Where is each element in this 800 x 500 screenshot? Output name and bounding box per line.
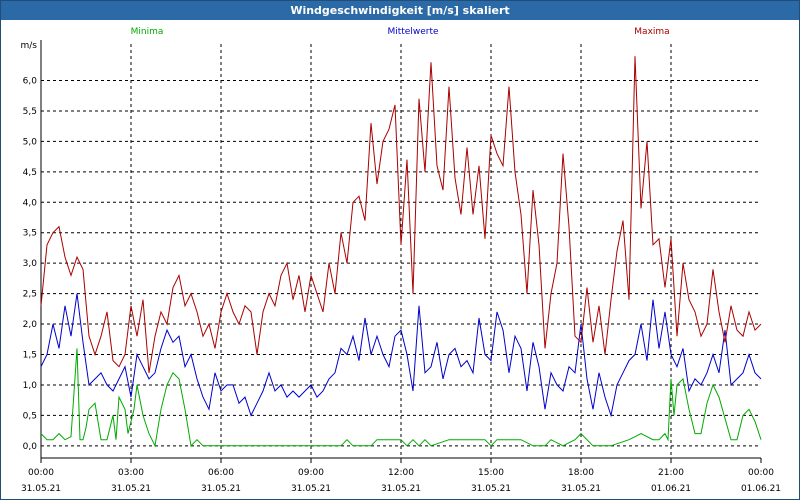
x-tick-time: 06:00: [208, 468, 234, 478]
x-tick-time: 12:00: [388, 468, 414, 478]
legend-entry-minima: Minima: [131, 27, 164, 37]
legend: Minima Mittelwerte Maxima: [131, 27, 670, 37]
y-tick-label: 2,0: [23, 320, 38, 330]
y-tick-label: 3,0: [23, 259, 38, 269]
y-tick-label: 6,0: [23, 77, 38, 87]
series-line-mittelwerte: [40, 293, 762, 418]
x-tick-date: 31.05.21: [291, 484, 331, 494]
y-tick-label: 5,0: [23, 137, 38, 147]
x-tick-date: 31.05.21: [21, 484, 61, 494]
y-tick-label: 1,5: [23, 351, 37, 361]
y-tick-label: 4,5: [23, 168, 37, 178]
legend-entry-maxima: Maxima: [634, 27, 669, 37]
x-tick-date: 01.06.21: [741, 484, 781, 494]
x-tick-date: 31.05.21: [471, 484, 511, 494]
x-tick-time: 21:00: [658, 468, 684, 478]
series-line-maxima: [40, 56, 762, 373]
series: [40, 56, 762, 448]
x-tick-time: 03:00: [118, 468, 144, 478]
grid: [41, 44, 761, 458]
y-tick-label: 2,5: [23, 290, 37, 300]
y-tick-label: 4,0: [23, 198, 38, 208]
window-title: Windgeschwindigkeit [m/s] skaliert: [1, 1, 799, 20]
y-tick-label: 0,0: [23, 442, 38, 452]
y-tick-label: 0,5: [23, 411, 37, 421]
x-tick-date: 01.06.21: [651, 484, 691, 494]
legend-entry-mittelwerte: Mittelwerte: [387, 27, 438, 37]
axes: 0,0 0,5 1,0 1,5 2,0 2,5 3,0 3,5 4,0 4,5 5,0 5,5 6,0 0…: [21, 40, 781, 494]
y-tick-label: 1,0: [23, 381, 38, 391]
x-tick-date: 31.05.21: [381, 484, 421, 494]
x-tick-date: 31.05.21: [111, 484, 151, 494]
x-tick-date: 31.05.21: [561, 484, 601, 494]
wind-speed-chart: 0,0 0,5 1,0 1,5 2,0 2,5 3,0 3,5 4,0 4,5 5,0 5,5 6,0 0…: [21, 27, 782, 494]
x-tick-time: 15:00: [478, 468, 504, 478]
x-tick-time: 09:00: [298, 468, 324, 478]
x-tick-time: 00:00: [748, 468, 774, 478]
y-axis-unit: m/s: [21, 41, 38, 51]
y-tick-label: 3,5: [23, 229, 37, 239]
y-tick-label: 5,5: [23, 107, 37, 117]
x-tick-time: 00:00: [28, 468, 54, 478]
series-line-minima: [40, 348, 762, 448]
x-tick-date: 31.05.21: [201, 484, 241, 494]
x-tick-time: 18:00: [568, 468, 594, 478]
